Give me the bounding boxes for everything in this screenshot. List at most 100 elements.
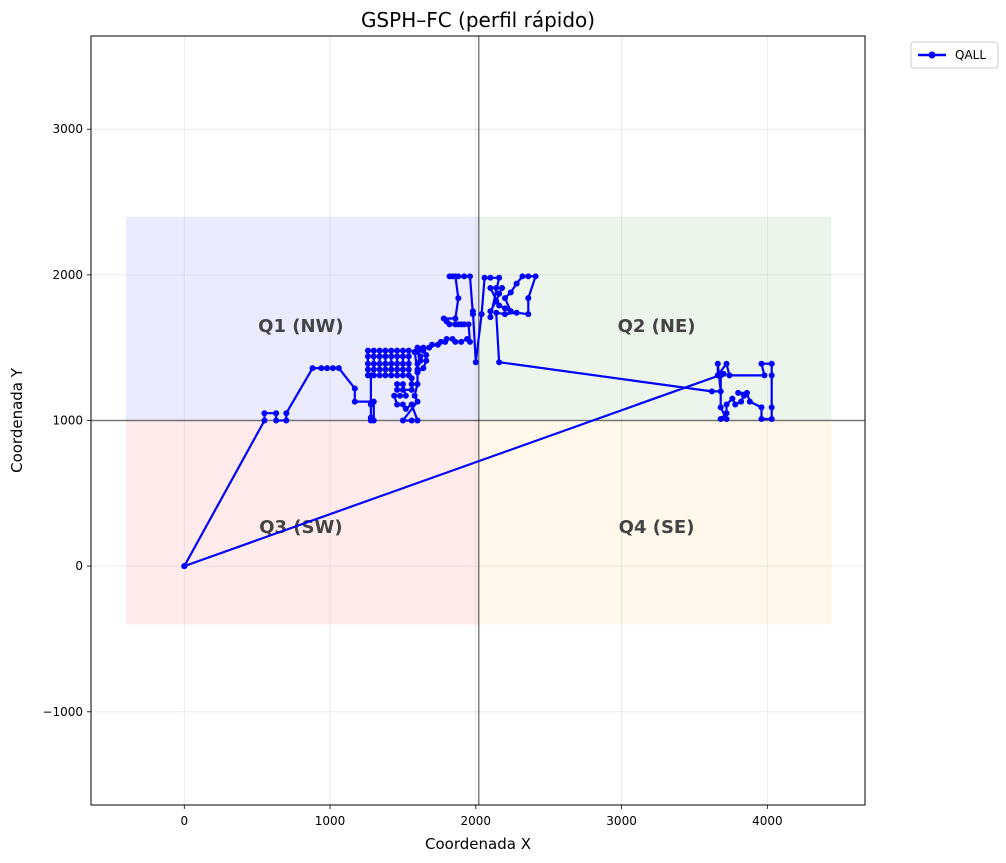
data-point xyxy=(367,414,374,421)
data-point xyxy=(481,274,488,281)
data-point xyxy=(735,389,742,396)
x-tick-label: 3000 xyxy=(606,814,637,828)
data-point xyxy=(382,366,389,373)
data-point xyxy=(726,372,733,379)
data-point xyxy=(399,417,406,424)
data-point xyxy=(496,359,503,366)
y-tick-label: 3000 xyxy=(52,122,83,136)
data-point xyxy=(394,386,401,393)
data-point xyxy=(399,360,406,367)
data-point xyxy=(318,365,325,372)
data-point xyxy=(364,366,371,373)
data-point xyxy=(758,404,765,411)
data-point xyxy=(370,372,377,379)
data-point xyxy=(472,359,479,366)
data-point xyxy=(367,401,374,408)
data-point xyxy=(324,365,331,372)
data-point xyxy=(364,353,371,360)
data-point xyxy=(399,372,406,379)
quadrant-label-4: Q4 (SE) xyxy=(619,517,695,538)
data-point xyxy=(501,305,508,312)
data-point xyxy=(414,417,421,424)
data-point xyxy=(758,360,765,367)
y-tick-label: 1000 xyxy=(52,414,83,428)
data-point xyxy=(408,386,415,393)
data-point xyxy=(388,366,395,373)
data-point xyxy=(466,273,473,280)
data-point xyxy=(487,284,494,291)
x-tick-label: 2000 xyxy=(461,814,492,828)
data-point xyxy=(408,417,415,424)
data-point xyxy=(399,401,406,408)
data-point xyxy=(768,360,775,367)
data-point xyxy=(364,372,371,379)
data-point xyxy=(399,386,406,393)
data-point xyxy=(746,398,753,405)
data-point xyxy=(273,417,280,424)
data-point xyxy=(408,401,415,408)
data-point xyxy=(405,353,412,360)
legend: QALL xyxy=(910,41,999,69)
y-axis-label: Coordenada Y xyxy=(8,367,26,473)
quadrant-label-2: Q2 (NE) xyxy=(618,316,696,337)
data-point xyxy=(376,353,383,360)
data-point xyxy=(729,395,736,402)
data-point xyxy=(370,347,377,354)
data-point xyxy=(382,360,389,367)
data-point xyxy=(394,360,401,367)
data-point xyxy=(376,360,383,367)
data-point xyxy=(496,274,503,281)
data-point xyxy=(507,308,514,315)
data-point xyxy=(351,398,358,405)
data-point xyxy=(402,405,409,412)
data-point xyxy=(461,273,468,280)
data-point xyxy=(513,280,520,287)
data-point xyxy=(717,404,724,411)
data-point xyxy=(452,321,459,328)
data-point xyxy=(388,347,395,354)
data-point xyxy=(370,366,377,373)
data-point xyxy=(455,295,462,302)
y-tick-label: 2000 xyxy=(52,268,83,282)
data-point xyxy=(394,353,401,360)
data-point xyxy=(723,401,730,408)
data-point xyxy=(388,353,395,360)
data-point xyxy=(420,344,427,351)
data-point xyxy=(414,344,421,351)
data-point xyxy=(478,311,485,318)
data-point xyxy=(768,416,775,423)
legend-label: QALL xyxy=(955,48,986,62)
data-point xyxy=(364,347,371,354)
data-point xyxy=(440,315,447,322)
data-point xyxy=(261,417,268,424)
data-point xyxy=(458,338,465,345)
x-axis-label: Coordenada X xyxy=(425,835,531,853)
data-point xyxy=(723,360,730,367)
data-point xyxy=(466,338,473,345)
data-point xyxy=(391,392,398,399)
data-point xyxy=(388,372,395,379)
legend-box xyxy=(910,41,999,69)
data-point xyxy=(493,284,500,291)
data-point xyxy=(717,416,724,423)
data-point xyxy=(496,290,503,297)
data-point xyxy=(283,410,290,417)
data-point xyxy=(399,381,406,388)
data-point xyxy=(437,338,444,345)
data-point xyxy=(283,417,290,424)
data-point xyxy=(414,398,421,405)
data-point xyxy=(351,385,358,392)
data-point xyxy=(507,289,514,296)
data-point xyxy=(376,366,383,373)
data-point xyxy=(493,309,500,316)
data-point xyxy=(493,298,500,305)
data-point xyxy=(761,372,768,379)
data-point xyxy=(382,372,389,379)
data-point xyxy=(402,392,409,399)
y-tick-label: 0 xyxy=(75,559,83,573)
data-point xyxy=(513,309,520,316)
data-point xyxy=(414,360,421,367)
data-point xyxy=(420,365,427,372)
quadrant-label-1: Q1 (NW) xyxy=(258,316,343,337)
